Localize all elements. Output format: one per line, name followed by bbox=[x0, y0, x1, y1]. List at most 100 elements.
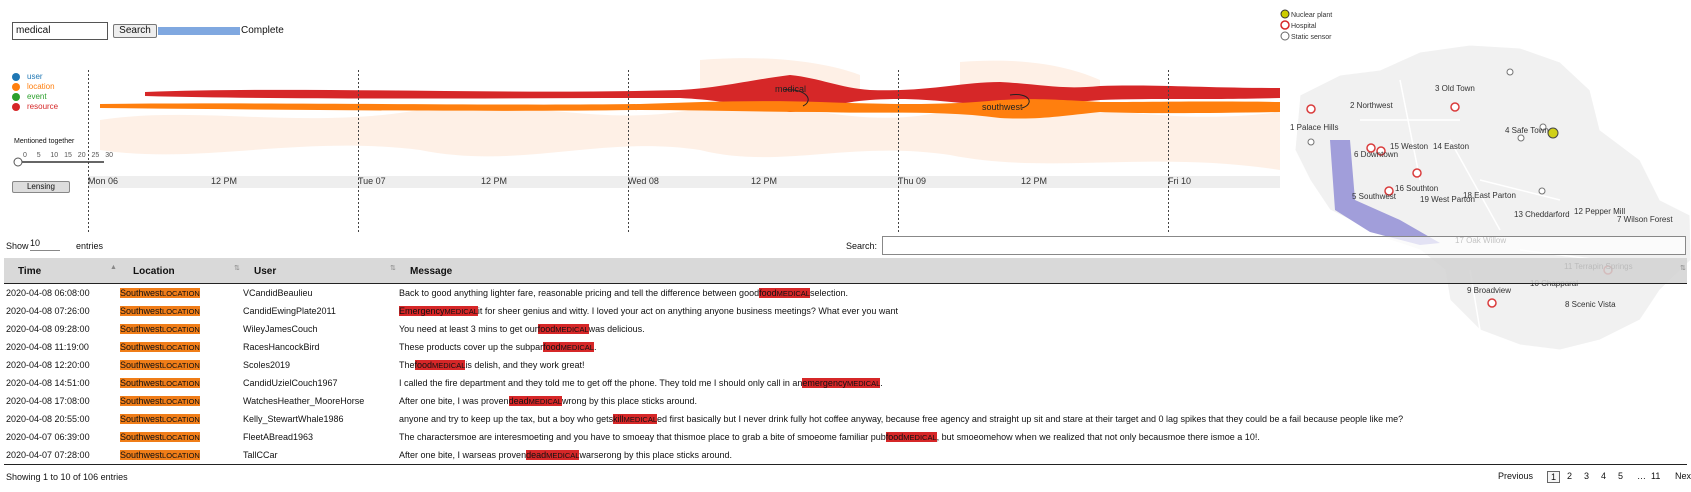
slider-handle[interactable] bbox=[13, 157, 23, 167]
map-region-label: 4 Safe Town bbox=[1505, 126, 1549, 135]
progress-status: Complete bbox=[241, 25, 284, 36]
location-cell: SouthwestLOCATION bbox=[120, 394, 200, 409]
tag: EmergencyMEDICAL bbox=[399, 306, 478, 316]
message-text: it for sheer genius and witty. I loved y… bbox=[477, 306, 898, 316]
day-dividers bbox=[88, 70, 1169, 233]
tag-kind: LOCATION bbox=[162, 433, 200, 442]
message-text: . bbox=[593, 342, 597, 352]
column-header[interactable]: Time bbox=[18, 266, 42, 277]
tag-word: dead bbox=[508, 396, 529, 406]
tag-kind: LOCATION bbox=[162, 343, 200, 352]
entries-label: entries bbox=[76, 241, 104, 251]
tag-kind: LOCATION bbox=[162, 289, 200, 298]
location-cell: SouthwestLOCATION bbox=[120, 322, 200, 337]
tag-kind: LOCATION bbox=[162, 415, 200, 424]
pagination-button[interactable]: Next bbox=[1675, 471, 1691, 481]
tag-kind: LOCATION bbox=[162, 397, 200, 406]
time-cell: 2020-04-08 06:08:00 bbox=[6, 288, 90, 298]
tag-word: Southwest bbox=[120, 324, 163, 334]
tag: SouthwestLOCATION bbox=[120, 414, 200, 424]
tag: foodMEDICAL bbox=[759, 288, 810, 298]
time-cell: 2020-04-08 14:51:00 bbox=[6, 378, 90, 388]
table-search-input[interactable] bbox=[882, 236, 1686, 255]
location-cell: SouthwestLOCATION bbox=[120, 412, 200, 427]
time-cell: 2020-04-08 09:28:00 bbox=[6, 324, 90, 334]
message-cell: After one bite, I was provendeadMEDICALw… bbox=[399, 394, 697, 409]
user-cell: FleetABread1963 bbox=[243, 432, 314, 442]
message-text: After one bite, I was proven bbox=[399, 396, 509, 406]
stream-label: southwest bbox=[982, 102, 1023, 112]
pagination-button[interactable]: 5 bbox=[1618, 471, 1624, 481]
tag-kind: LOCATION bbox=[162, 325, 200, 334]
lensing-button[interactable]: Lensing bbox=[12, 181, 70, 193]
message-cell: anyone and try to keep up the tax, but a… bbox=[399, 412, 1403, 427]
message-cell: The charactersmoe are interesmoeting and… bbox=[399, 430, 1260, 445]
slider-tick: 0 bbox=[23, 152, 27, 159]
message-text: ed first basically but I never drink ful… bbox=[657, 414, 1404, 424]
slider-tick: 25 bbox=[91, 152, 100, 159]
message-text: The charactersmoe are interesmoeting and… bbox=[399, 432, 886, 442]
legend-dot bbox=[12, 103, 20, 111]
timeline-axis-label: Wed 08 bbox=[628, 176, 659, 186]
sort-icon: ⇅ bbox=[1680, 265, 1686, 272]
tag-kind: MEDICAL bbox=[555, 325, 589, 334]
column-header[interactable]: Message bbox=[410, 266, 453, 277]
tag: foodMEDICAL bbox=[414, 360, 466, 370]
sort-icon: ⇅ bbox=[234, 265, 240, 272]
map-region-label: 5 Southwest bbox=[1352, 192, 1397, 201]
location-cell: SouthwestLOCATION bbox=[120, 430, 200, 445]
message-cell: EmergencyMEDICALit for sheer genius and … bbox=[399, 304, 898, 319]
search-button[interactable]: Search bbox=[113, 24, 157, 38]
pagination-button[interactable]: … bbox=[1637, 471, 1646, 481]
show-label: Show bbox=[6, 241, 29, 251]
location-cell: SouthwestLOCATION bbox=[120, 376, 200, 391]
location-cell: SouthwestLOCATION bbox=[120, 340, 200, 355]
pagination-button[interactable]: 2 bbox=[1567, 471, 1573, 481]
pagination-button[interactable]: 11 bbox=[1651, 471, 1661, 481]
slider-label: Mentioned together bbox=[14, 138, 75, 145]
tag: SouthwestLOCATION bbox=[120, 306, 200, 316]
message-text: After one bite, I warseas proven bbox=[399, 450, 527, 460]
message-text: anyone and try to keep up the tax, but a… bbox=[399, 414, 614, 424]
column-header[interactable]: Location bbox=[133, 266, 175, 277]
pagination-button[interactable]: 3 bbox=[1584, 471, 1590, 481]
pagination-button[interactable]: 1 bbox=[1547, 471, 1561, 483]
map-region-label: 19 West Parton bbox=[1420, 195, 1475, 204]
tag-kind: LOCATION bbox=[162, 307, 200, 316]
message-cell: I called the fire department and they to… bbox=[399, 376, 883, 391]
timeline-axis-band bbox=[88, 176, 1280, 188]
timeline-axis-label: Thu 09 bbox=[898, 176, 926, 186]
legend-label: location bbox=[27, 82, 55, 91]
map-region-label: 7 Wilson Forest bbox=[1617, 215, 1673, 224]
legend-dot bbox=[12, 73, 20, 81]
pagination-button[interactable]: 4 bbox=[1601, 471, 1607, 481]
slider-tick: 5 bbox=[36, 152, 41, 159]
tag: SouthwestLOCATION bbox=[120, 342, 200, 352]
tag-word: food bbox=[537, 324, 556, 334]
legend-label: user bbox=[27, 72, 43, 81]
tag-kind: MEDICAL bbox=[546, 451, 580, 460]
search-input[interactable]: medical bbox=[12, 22, 108, 40]
pagination-button[interactable]: Previous bbox=[1498, 471, 1534, 481]
progress-bar bbox=[158, 27, 240, 35]
page-size-select[interactable]: 10 bbox=[30, 238, 60, 251]
user-cell: CandidUzielCouch1967 bbox=[243, 378, 338, 388]
time-cell: 2020-04-07 07:28:00 bbox=[6, 450, 90, 460]
column-header[interactable]: User bbox=[254, 266, 277, 277]
tag: SouthwestLOCATION bbox=[120, 360, 200, 370]
message-text: is delish, and they work great! bbox=[465, 360, 585, 370]
tag: foodMEDICAL bbox=[885, 432, 937, 442]
map-region-label: 8 Scenic Vista bbox=[1565, 300, 1616, 309]
tag-word: Southwest bbox=[120, 414, 163, 424]
table-search-label: Search: bbox=[846, 241, 878, 251]
tag-word: Southwest bbox=[120, 360, 163, 370]
message-cell: Back to good anything lighter fare, reas… bbox=[399, 286, 848, 301]
message-text: . bbox=[880, 378, 883, 388]
user-cell: RacesHancockBird bbox=[243, 342, 320, 352]
slider-tick: 30 bbox=[105, 152, 113, 159]
tag: killMEDICAL bbox=[613, 414, 657, 424]
tag-word: food bbox=[543, 342, 561, 352]
location-cell: SouthwestLOCATION bbox=[120, 304, 200, 319]
time-cell: 2020-04-08 17:08:00 bbox=[6, 396, 90, 406]
